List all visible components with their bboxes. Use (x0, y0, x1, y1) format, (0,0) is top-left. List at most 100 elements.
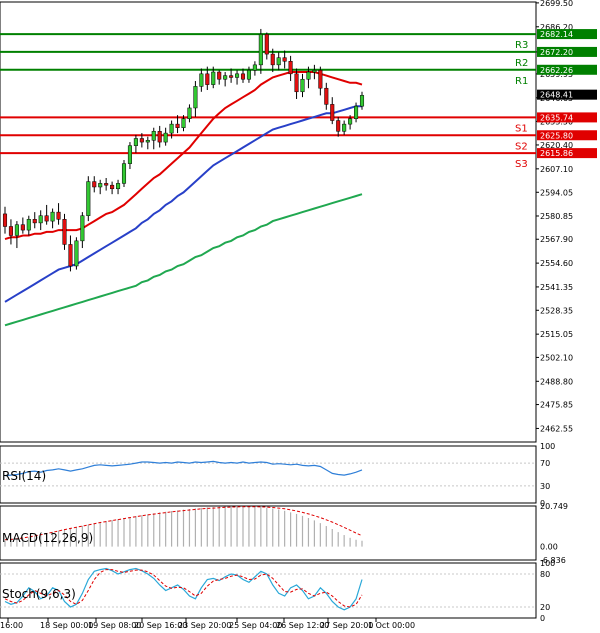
candle-body (8, 226, 13, 236)
candle-body (348, 118, 353, 125)
candle-body (26, 219, 31, 231)
candle-body (181, 118, 186, 128)
candle-body (300, 78, 305, 93)
candle-body (193, 86, 198, 109)
price-axis-tick-label: 2607.10 (540, 165, 573, 174)
stoch-axis-tick-label: 100 (540, 559, 555, 568)
candle-body (187, 107, 192, 119)
candle-body (235, 73, 240, 78)
candle-body (318, 69, 323, 89)
candle-body (246, 69, 251, 80)
candle-body (50, 211, 55, 222)
candle-body (86, 181, 91, 216)
candle-body (312, 69, 317, 73)
macd-label: MACD(12,26,9) (2, 531, 93, 545)
candle-body (80, 215, 85, 242)
candle-body (270, 53, 275, 66)
stoch-axis-tick-label: 80 (540, 570, 550, 579)
time-axis-label: 26 Sep 12:00 (276, 621, 329, 630)
price-axis-tick-label: 2567.90 (540, 235, 573, 244)
moving-average-mid (4, 105, 362, 303)
candle-body (252, 64, 257, 71)
candle-body (98, 183, 103, 188)
candle-body (62, 219, 67, 245)
rsi-axis-tick-label: 100 (540, 442, 555, 451)
candle-body (217, 71, 222, 80)
candle-body (104, 183, 109, 186)
candle-body (211, 71, 216, 85)
macd-signal-line (4, 506, 363, 541)
price-axis-tick-label: 2580.85 (540, 212, 573, 221)
price-panel-frame (0, 1, 537, 443)
level-name-r2: R2 (515, 58, 528, 69)
time-axis-label: 18 Sep 00:00 (40, 621, 93, 630)
candle-body (163, 132, 168, 143)
time-axis-label: 1 Oct 00:00 (368, 621, 415, 630)
candle-body (175, 123, 180, 128)
macd-axis-tick-label: 0.00 (540, 543, 558, 552)
level-name-r3: R3 (515, 40, 528, 51)
candle-body (359, 95, 365, 107)
time-axis-label: 25 Sep 04:00 (229, 621, 282, 630)
stoch-k-line (4, 567, 363, 611)
candle-body (169, 123, 174, 134)
candle-body (282, 57, 287, 62)
price-axis-tick-label: 2594.05 (540, 188, 573, 197)
candle-body (199, 73, 204, 87)
level-name-s2: S2 (515, 141, 528, 152)
level-price-tag-bg (537, 29, 597, 40)
level-price-tag-r3: 2682.14 (540, 30, 573, 39)
candle-body (116, 183, 121, 190)
stoch-axis-tick-label: 0 (540, 614, 545, 623)
candle-body (20, 224, 25, 231)
price-axis-tick-label: 2686.20 (540, 23, 573, 32)
candle-body (14, 224, 19, 236)
candle-body (240, 73, 246, 80)
price-axis-tick-label: 2488.80 (540, 377, 573, 386)
candle-body (92, 181, 97, 188)
time-axis-label: 27 Sep 20:00 (320, 621, 373, 630)
candle-body (342, 123, 347, 132)
last-price-tag-bg (537, 89, 597, 100)
candle-body (258, 34, 263, 66)
time-axis-label: 23 Sep 20:00 (178, 621, 231, 630)
rsi-axis-tick-label: 30 (540, 482, 550, 491)
candle-body (306, 71, 311, 80)
level-name-s3: S3 (515, 159, 528, 170)
level-price-tag-s3: 2615.86 (540, 149, 573, 158)
candle-body (354, 105, 359, 119)
candle-body (139, 138, 144, 143)
price-axis-tick-label: 2528.35 (540, 306, 573, 315)
rsi-label: RSI(14) (2, 469, 46, 483)
time-axis-label: 19 Sep 08:00 (88, 621, 141, 630)
candle-body (38, 215, 43, 224)
candle-body (223, 75, 228, 80)
time-axis-label: 16:00 (0, 621, 23, 630)
price-axis-tick-label: 2699.50 (540, 0, 573, 8)
level-name-s1: S1 (515, 123, 528, 134)
candle-body (294, 73, 299, 93)
candle-body (133, 138, 138, 146)
price-axis-tick-label: 2620.40 (540, 141, 573, 150)
price-axis-tick-label: 2462.55 (540, 424, 573, 433)
price-axis-tick-label: 2515.05 (540, 330, 573, 339)
level-price-tag-bg (537, 148, 597, 159)
candle-body (205, 73, 210, 85)
candle-body (288, 61, 293, 75)
macd-axis-tick-label: -6.836 (540, 556, 566, 565)
candle-body (56, 211, 61, 220)
last-price-tag: 2648.41 (540, 91, 573, 100)
candle-body (336, 120, 341, 132)
rsi-axis-tick-label: 70 (540, 459, 550, 468)
stoch-axis-tick-label: 20 (540, 603, 550, 612)
macd-panel-frame (0, 505, 537, 561)
candle-body (276, 57, 281, 66)
candle-body (324, 87, 329, 105)
macd-axis-tick-label: 20.749 (540, 502, 568, 511)
level-price-tag-bg (537, 64, 597, 75)
candle-body (145, 140, 150, 143)
candle-body (110, 184, 115, 190)
level-price-tag-r2: 2672.20 (540, 48, 573, 57)
time-axis-label: 20 Sep 16:00 (134, 621, 187, 630)
